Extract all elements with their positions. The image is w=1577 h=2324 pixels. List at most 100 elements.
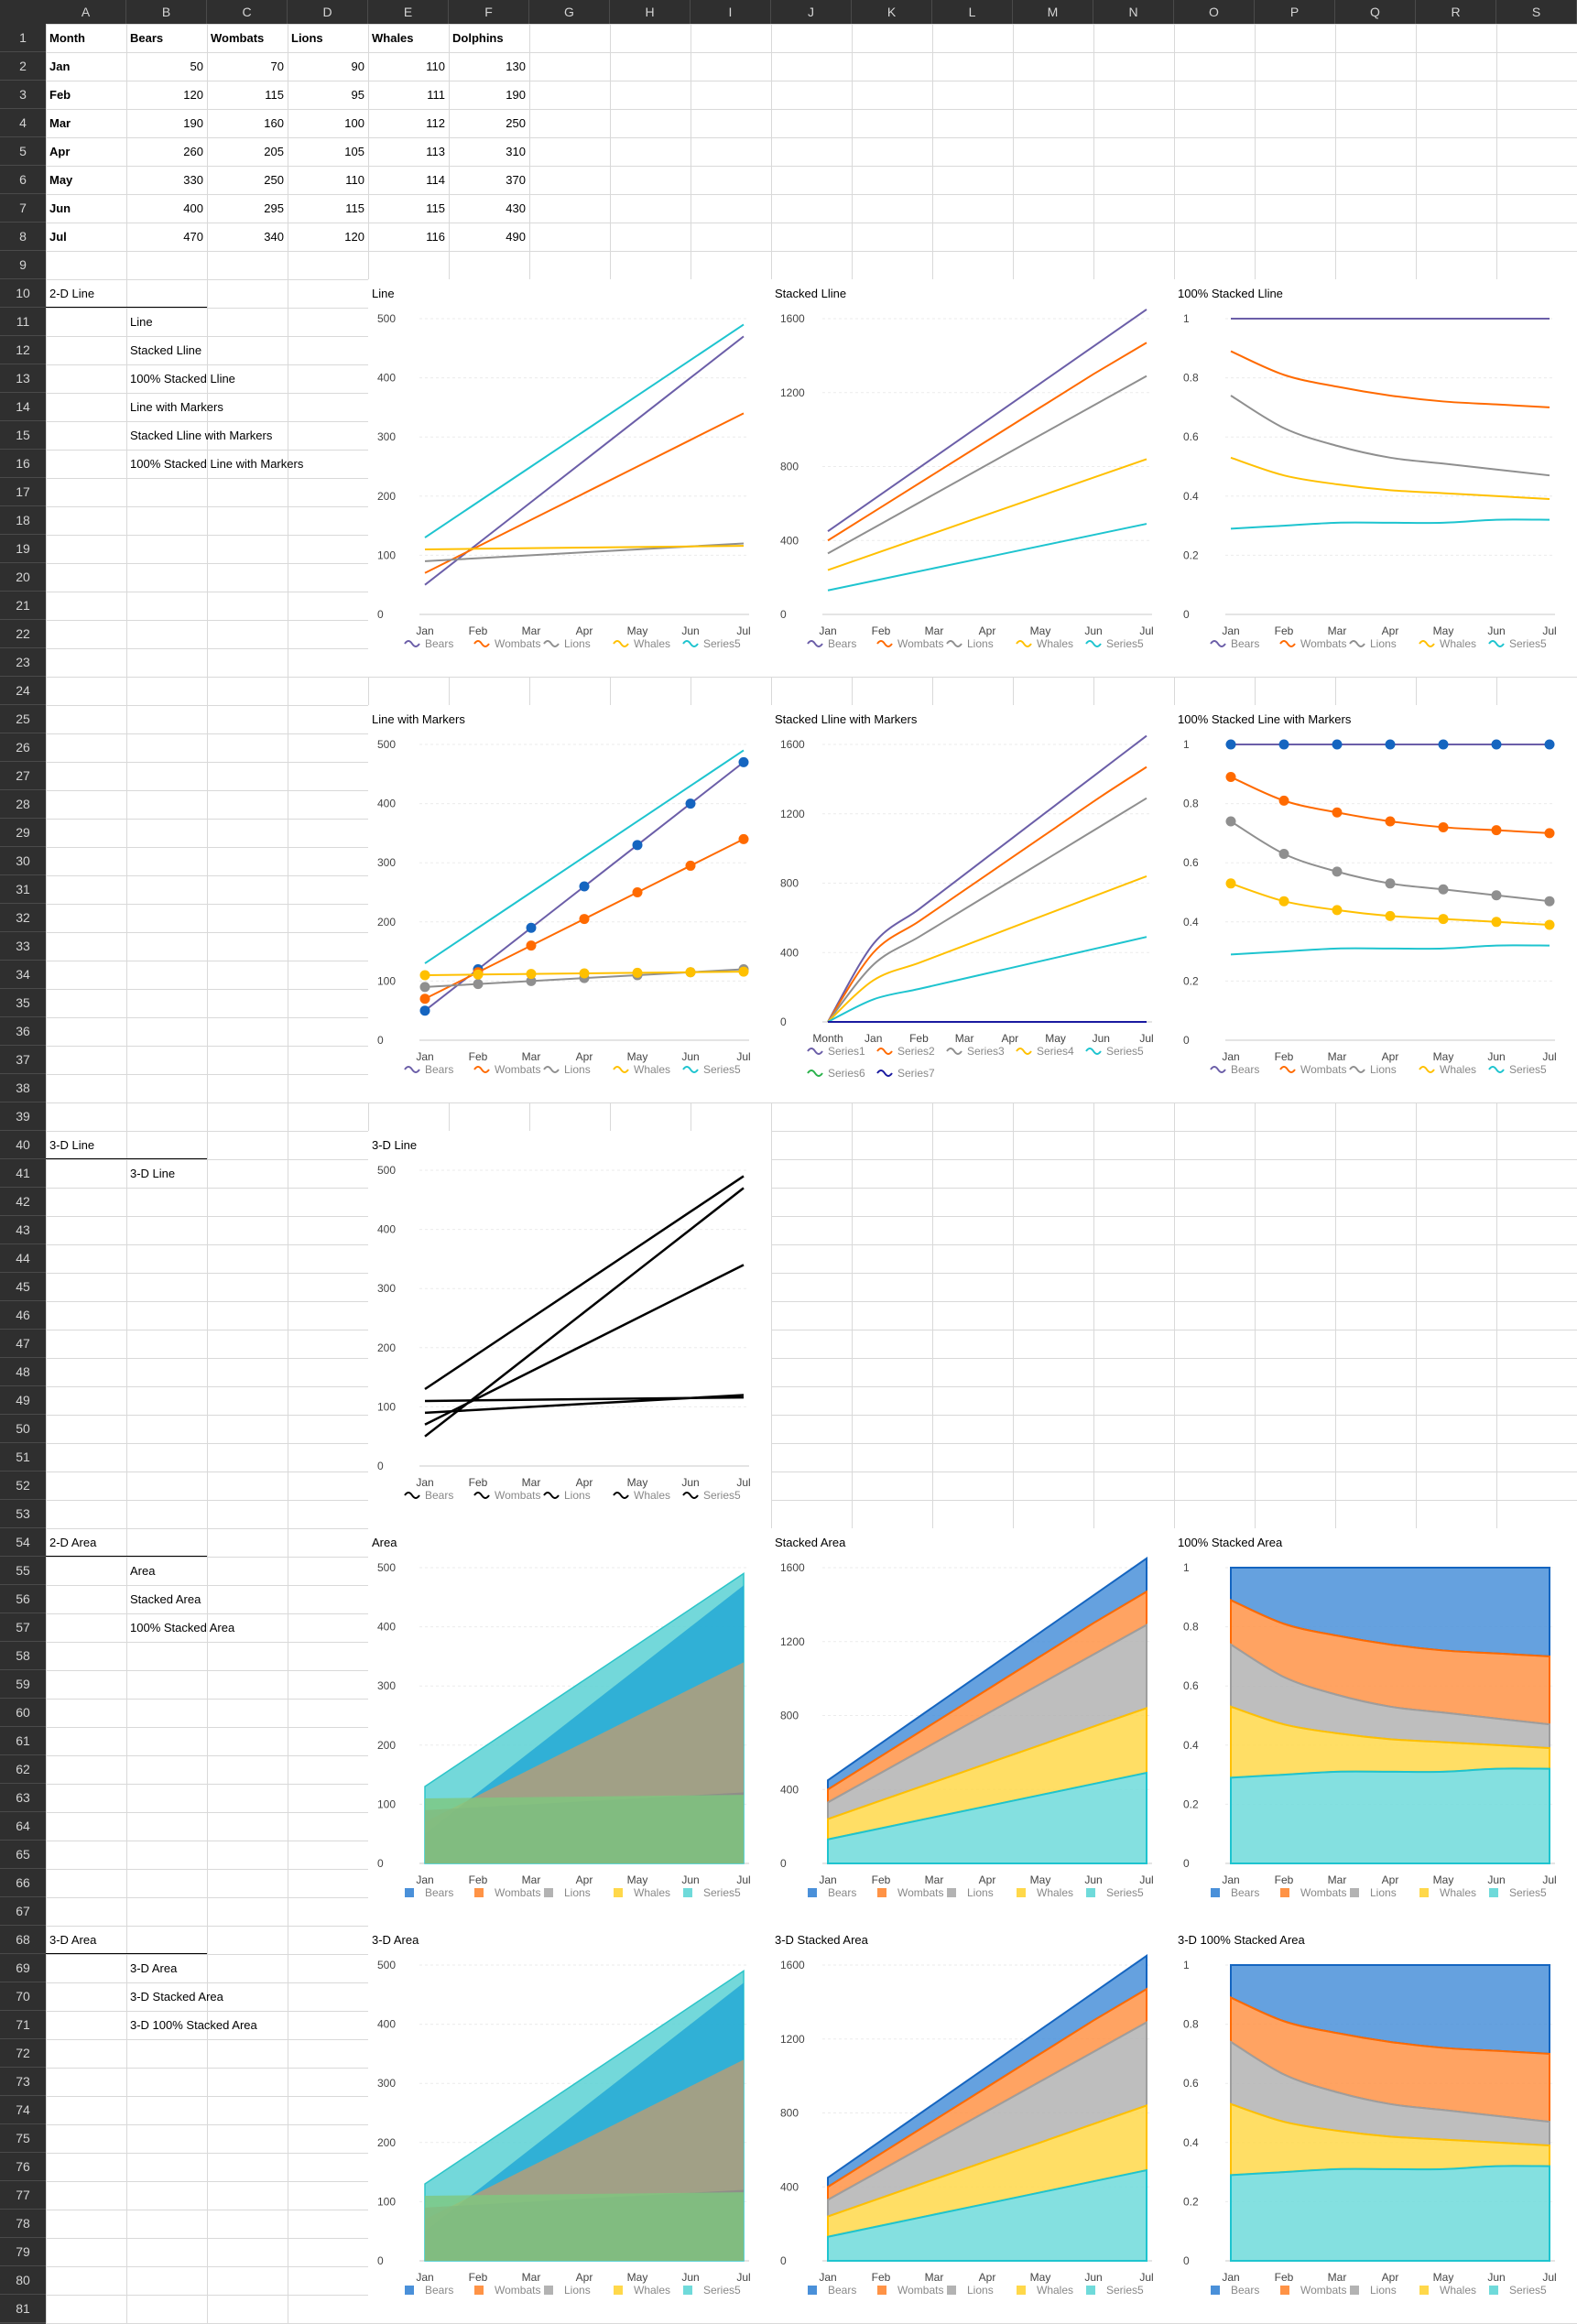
legend-label[interactable]: Wombats bbox=[1300, 2284, 1346, 2297]
value-cell[interactable]: 205 bbox=[264, 145, 284, 158]
row-header[interactable]: 46 bbox=[0, 1301, 46, 1330]
legend-label[interactable]: Wombats bbox=[1300, 1063, 1346, 1076]
line-series-whales[interactable] bbox=[424, 545, 745, 550]
legend-label[interactable]: Bears bbox=[1231, 1063, 1259, 1076]
month-cell[interactable]: May bbox=[49, 173, 73, 187]
data-point-marker[interactable] bbox=[1438, 884, 1449, 895]
chart-type-link[interactable]: 3-D Stacked Area bbox=[130, 1990, 223, 2004]
row-header[interactable]: 32 bbox=[0, 904, 46, 932]
row-header[interactable]: 79 bbox=[0, 2238, 46, 2266]
row-header[interactable]: 50 bbox=[0, 1415, 46, 1443]
row-header[interactable]: 7 bbox=[0, 194, 46, 223]
month-cell[interactable]: Jan bbox=[49, 60, 71, 73]
data-point-marker[interactable] bbox=[1385, 816, 1396, 827]
row-header[interactable]: 68 bbox=[0, 1926, 46, 1954]
legend-label[interactable]: Wombats bbox=[495, 2284, 540, 2297]
chart-type-link[interactable]: Line bbox=[130, 315, 153, 329]
legend-label[interactable]: Whales bbox=[1440, 1886, 1476, 1899]
data-point-marker[interactable] bbox=[1225, 878, 1236, 889]
data-point-marker[interactable] bbox=[1385, 739, 1396, 750]
line-series-wombats[interactable] bbox=[1230, 350, 1550, 408]
row-header[interactable]: 16 bbox=[0, 450, 46, 478]
row-header[interactable]: 3 bbox=[0, 81, 46, 109]
line-series-lions[interactable] bbox=[827, 375, 1147, 555]
row-header[interactable]: 29 bbox=[0, 819, 46, 847]
legend-label[interactable]: Series5 bbox=[1509, 1886, 1547, 1899]
table-header-cell[interactable]: Dolphins bbox=[452, 31, 504, 45]
legend-label[interactable]: Whales bbox=[634, 637, 670, 650]
row-header[interactable]: 30 bbox=[0, 847, 46, 875]
column-header-m[interactable]: M bbox=[1013, 0, 1093, 24]
chart-area[interactable]: Area 0 100 200 300 400 500 Jan Feb Mar Apr May Jun Ju… bbox=[368, 1528, 771, 1926]
legend-label[interactable]: Lions bbox=[564, 637, 591, 650]
column-header-o[interactable]: O bbox=[1174, 0, 1255, 24]
row-header[interactable]: 22 bbox=[0, 620, 46, 648]
legend-label[interactable]: Series5 bbox=[703, 1063, 741, 1076]
value-cell[interactable]: 190 bbox=[506, 88, 526, 102]
row-header[interactable]: 52 bbox=[0, 1472, 46, 1500]
legend-label[interactable]: Whales bbox=[634, 1886, 670, 1899]
row-header[interactable]: 65 bbox=[0, 1841, 46, 1869]
legend-label[interactable]: Series5 bbox=[703, 1489, 741, 1502]
row-header[interactable]: 5 bbox=[0, 137, 46, 166]
legend-label[interactable]: Lions bbox=[967, 637, 994, 650]
value-cell[interactable]: 250 bbox=[506, 116, 526, 130]
value-cell[interactable]: 490 bbox=[506, 230, 526, 244]
value-cell[interactable]: 310 bbox=[506, 145, 526, 158]
data-point-marker[interactable] bbox=[1438, 739, 1449, 750]
line-series-series5[interactable] bbox=[827, 523, 1147, 592]
row-header[interactable]: 39 bbox=[0, 1102, 46, 1131]
legend-label[interactable]: Bears bbox=[425, 1886, 453, 1899]
chart-3-d-line[interactable]: 3-D Line 0 100 200 300 400 500 Jan Feb Mar Apr May J… bbox=[368, 1131, 771, 1528]
legend-label[interactable]: Lions bbox=[564, 2284, 591, 2297]
line-series-lions[interactable] bbox=[1230, 820, 1550, 903]
value-cell[interactable]: 110 bbox=[345, 173, 364, 187]
row-header[interactable]: 27 bbox=[0, 762, 46, 790]
row-header[interactable]: 67 bbox=[0, 1897, 46, 1926]
value-cell[interactable]: 120 bbox=[344, 230, 364, 244]
legend-label[interactable]: Lions bbox=[564, 1886, 591, 1899]
data-point-marker[interactable] bbox=[1385, 910, 1396, 921]
row-header[interactable]: 18 bbox=[0, 506, 46, 535]
legend-label[interactable]: Lions bbox=[564, 1489, 591, 1502]
value-cell[interactable]: 430 bbox=[506, 201, 526, 215]
legend-label[interactable]: Series5 bbox=[1509, 2284, 1547, 2297]
data-point-marker[interactable] bbox=[738, 966, 749, 977]
row-header[interactable]: 40 bbox=[0, 1131, 46, 1159]
value-cell[interactable]: 115 bbox=[345, 201, 364, 215]
area-series-series5[interactable] bbox=[827, 2168, 1147, 2262]
row-header[interactable]: 13 bbox=[0, 364, 46, 393]
legend-label[interactable]: Bears bbox=[425, 1489, 453, 1502]
row-header[interactable]: 33 bbox=[0, 932, 46, 961]
line-series-whales[interactable] bbox=[424, 1395, 745, 1403]
legend-label[interactable]: Series2 bbox=[897, 1045, 935, 1058]
data-point-marker[interactable] bbox=[1544, 828, 1555, 839]
value-cell[interactable]: 190 bbox=[183, 116, 203, 130]
row-header[interactable]: 77 bbox=[0, 2181, 46, 2210]
chart-stacked-lline-with-markers[interactable]: Stacked Lline with Markers 0 400 800 1200 160… bbox=[771, 705, 1174, 1102]
row-header[interactable]: 81 bbox=[0, 2295, 46, 2323]
legend-label[interactable]: Lions bbox=[967, 1886, 994, 1899]
value-cell[interactable]: 95 bbox=[351, 88, 364, 102]
legend-label[interactable]: Series4 bbox=[1037, 1045, 1074, 1058]
row-header[interactable]: 17 bbox=[0, 478, 46, 506]
row-header[interactable]: 37 bbox=[0, 1046, 46, 1074]
data-point-marker[interactable] bbox=[419, 994, 430, 1005]
legend-label[interactable]: Lions bbox=[1370, 637, 1397, 650]
row-header[interactable]: 14 bbox=[0, 393, 46, 421]
value-cell[interactable]: 470 bbox=[183, 230, 203, 244]
legend-label[interactable]: Whales bbox=[1440, 1063, 1476, 1076]
row-header[interactable]: 12 bbox=[0, 336, 46, 364]
value-cell[interactable]: 100 bbox=[344, 116, 364, 130]
value-cell[interactable]: 70 bbox=[270, 60, 284, 73]
line-series-whales[interactable] bbox=[1230, 456, 1550, 501]
data-point-marker[interactable] bbox=[526, 975, 537, 986]
row-header[interactable]: 45 bbox=[0, 1273, 46, 1301]
column-header-i[interactable]: I bbox=[691, 0, 771, 24]
row-header[interactable]: 10 bbox=[0, 279, 46, 308]
legend-label[interactable]: Series5 bbox=[1106, 637, 1144, 650]
legend-label[interactable]: Lions bbox=[1370, 2284, 1397, 2297]
line-series-series5[interactable] bbox=[1230, 518, 1550, 530]
value-cell[interactable]: 250 bbox=[264, 173, 284, 187]
row-header[interactable]: 47 bbox=[0, 1330, 46, 1358]
